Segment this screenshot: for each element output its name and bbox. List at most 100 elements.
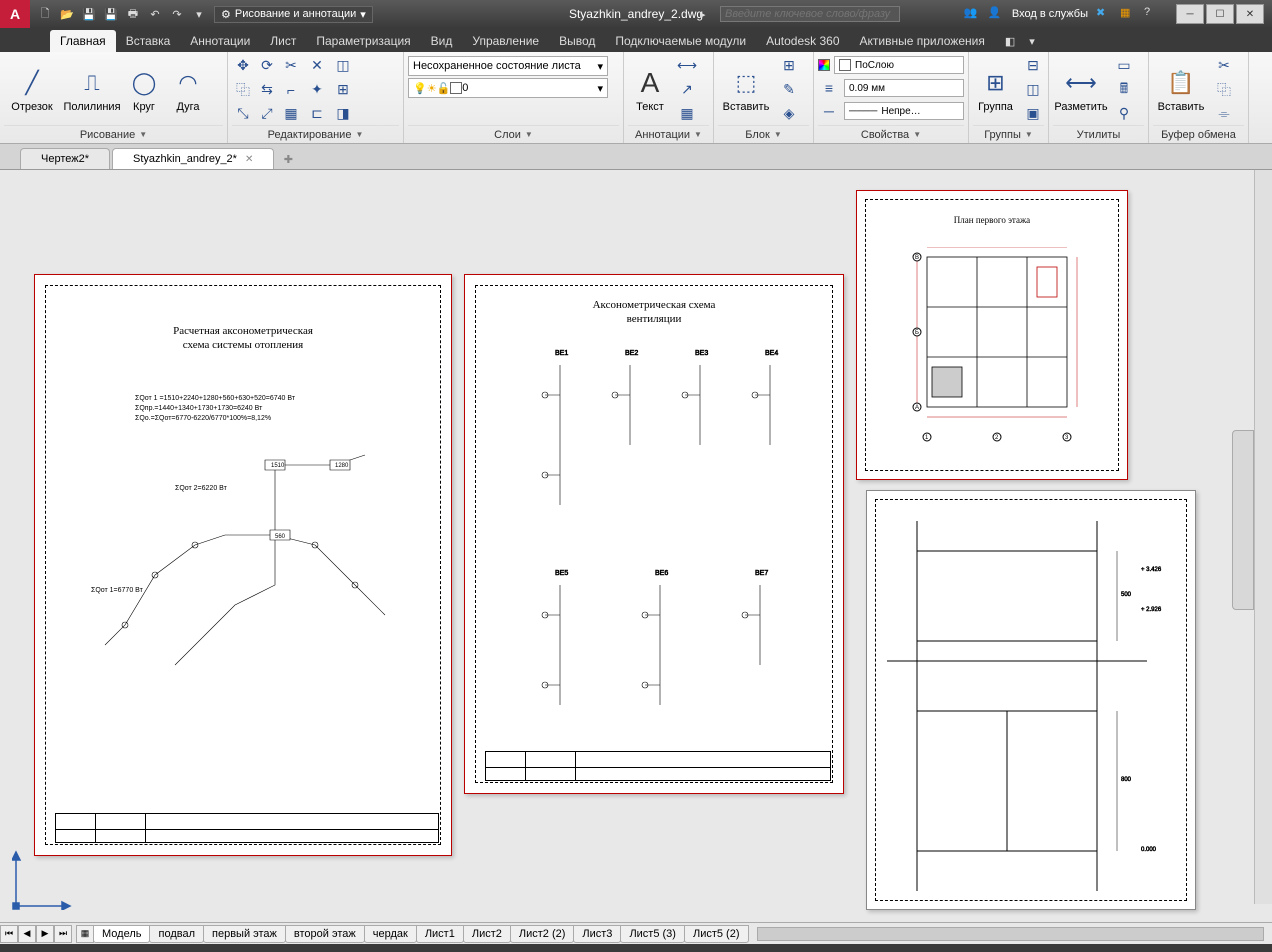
layout-last-button[interactable]: ⏭ [54, 925, 72, 943]
open-icon[interactable]: 📂 [58, 5, 76, 23]
match-icon[interactable]: ⌯ [1213, 103, 1235, 125]
linetype-dropdown[interactable]: ────Непре… [844, 102, 964, 120]
ribbon-tab-annotate[interactable]: Аннотации [180, 30, 260, 52]
layout-quick-view-button[interactable]: ▦ [76, 925, 94, 943]
layout-tab[interactable]: Лист5 (2) [684, 925, 749, 943]
explode-icon[interactable]: ✦ [306, 79, 328, 101]
layout-tab[interactable]: Лист1 [416, 925, 464, 943]
rotate-icon[interactable]: ⟳ [256, 55, 278, 77]
layer-current-dropdown[interactable]: 💡 ☀ 🔓 0 ▾ [408, 78, 608, 98]
layout-tab[interactable]: чердак [364, 925, 417, 943]
measure-button[interactable]: ⟷Разметить [1053, 58, 1109, 122]
redo-icon[interactable]: ↷ [168, 5, 186, 23]
quickselect-icon[interactable]: ⚲ [1113, 103, 1135, 125]
layout-tab-model[interactable]: Модель [93, 925, 150, 943]
calc-icon[interactable]: 🖩 [1113, 79, 1135, 101]
select-icon[interactable]: ▭ [1113, 55, 1135, 77]
ribbon-tab-a360[interactable]: Autodesk 360 [756, 30, 849, 52]
mirror-icon[interactable]: ⇆ [256, 79, 278, 101]
panel-groups-footer[interactable]: Группы▼ [973, 125, 1044, 143]
color-dropdown[interactable]: ПоСлою [834, 56, 964, 74]
undo-icon[interactable]: ↶ [146, 5, 164, 23]
panel-block-footer[interactable]: Блок▼ [718, 125, 809, 143]
horizontal-scrollbar[interactable] [757, 927, 1265, 941]
ribbon-tab-parametric[interactable]: Параметризация [306, 30, 420, 52]
arc-button[interactable]: ◠Дуга [168, 58, 208, 122]
ribbon-minimize-icon[interactable]: ▾ [1025, 31, 1039, 52]
layout-tab[interactable]: подвал [149, 925, 204, 943]
ribbon-tab-output[interactable]: Вывод [549, 30, 605, 52]
block-attr-icon[interactable]: ◈ [778, 103, 800, 125]
ribbon-tab-insert[interactable]: Вставка [116, 30, 181, 52]
help-icon[interactable]: ? [1144, 6, 1160, 22]
scale-icon[interactable]: ⤢ [256, 103, 278, 125]
panel-draw-footer[interactable]: Рисование▼ [4, 125, 223, 143]
insert-block-button[interactable]: ⬚Вставить [718, 58, 774, 122]
login-label[interactable]: Вход в службы [1012, 8, 1088, 20]
linetype-icon[interactable]: ─ [818, 100, 840, 122]
plot-icon[interactable]: 🖶 [124, 5, 142, 23]
circle-button[interactable]: ◯Круг [124, 58, 164, 122]
panel-layers-footer[interactable]: Слои▼ [408, 125, 619, 143]
polyline-button[interactable]: ⎍Полилиния [64, 58, 120, 122]
panel-edit-footer[interactable]: Редактирование▼ [232, 125, 399, 143]
new-file-tab-button[interactable]: ✚ [276, 149, 300, 169]
dimension-icon[interactable]: ⟷ [676, 55, 698, 77]
edit-extra3-icon[interactable]: ◨ [332, 103, 354, 125]
layout-next-button[interactable]: ▶ [36, 925, 54, 943]
panel-utils-footer[interactable]: Утилиты [1053, 125, 1144, 143]
leader-icon[interactable]: ↗ [676, 79, 698, 101]
panel-annot-footer[interactable]: Аннотации▼ [628, 125, 709, 143]
copy-icon[interactable]: ⿻ [232, 79, 254, 101]
ribbon-extra-icon[interactable]: ◧ [1001, 31, 1019, 52]
array-icon[interactable]: ▦ [280, 103, 302, 125]
side-panel-strip[interactable] [1232, 430, 1254, 610]
group-edit-icon[interactable]: ◫ [1022, 79, 1044, 101]
workspace-dropdown[interactable]: ⚙ Рисование и аннотации ▾ [214, 6, 373, 23]
color-wheel-icon[interactable] [818, 59, 830, 71]
group-button[interactable]: ⊞Группа [973, 58, 1018, 122]
line-button[interactable]: ╱Отрезок [4, 58, 60, 122]
edit-extra1-icon[interactable]: ◫ [332, 55, 354, 77]
search-input[interactable] [720, 6, 900, 22]
qat-dropdown-icon[interactable]: ▾ [190, 5, 208, 23]
paste-button[interactable]: 📋Вставить [1153, 58, 1209, 122]
table-icon[interactable]: ▦ [676, 103, 698, 125]
offset-icon[interactable]: ⊏ [306, 103, 328, 125]
layout-prev-button[interactable]: ◀ [18, 925, 36, 943]
layout-first-button[interactable]: ⏮ [0, 925, 18, 943]
ribbon-tab-manage[interactable]: Управление [462, 30, 549, 52]
layout-tab[interactable]: Лист5 (3) [620, 925, 685, 943]
layout-tab[interactable]: второй этаж [285, 925, 365, 943]
layer-state-dropdown[interactable]: Несохраненное состояние листа▾ [408, 56, 608, 76]
panel-clip-footer[interactable]: Буфер обмена [1153, 125, 1244, 143]
move-icon[interactable]: ✥ [232, 55, 254, 77]
app-menu-button[interactable]: A [0, 0, 30, 28]
edit-block-icon[interactable]: ✎ [778, 79, 800, 101]
stretch-icon[interactable]: ⤡ [232, 103, 254, 125]
vertical-scrollbar[interactable] [1254, 170, 1272, 904]
close-tab-icon[interactable]: ✕ [245, 154, 253, 165]
layout-tab[interactable]: первый этаж [203, 925, 286, 943]
new-icon[interactable]: 🗋 [36, 5, 54, 23]
text-button[interactable]: AТекст [628, 58, 672, 122]
minimize-button[interactable]: ─ [1176, 4, 1204, 24]
layout-tab[interactable]: Лист2 [463, 925, 511, 943]
ribbon-tab-express[interactable]: Активные приложения [850, 30, 995, 52]
file-tab[interactable]: Styazhkin_andrey_2*✕ [112, 148, 274, 169]
ribbon-tab-view[interactable]: Вид [421, 30, 463, 52]
apps-icon[interactable]: ▦ [1120, 6, 1136, 22]
saveas-icon[interactable]: 💾 [102, 5, 120, 23]
lineweight-dropdown[interactable]: 0.09 мм [844, 79, 964, 97]
model-space[interactable]: Расчетная аксонометрическая схема систем… [4, 174, 1268, 918]
panel-props-footer[interactable]: Свойства▼ [818, 125, 964, 143]
copy-clip-icon[interactable]: ⿻ [1213, 79, 1235, 101]
drawing-area[interactable]: ─ ❐ ✕ Расчетная аксонометрическая схема … [0, 170, 1272, 922]
close-button[interactable]: ✕ [1236, 4, 1264, 24]
title-play-icon[interactable]: ▸ [700, 8, 706, 21]
save-icon[interactable]: 💾 [80, 5, 98, 23]
fillet-icon[interactable]: ⌐ [280, 79, 302, 101]
ribbon-tab-home[interactable]: Главная [50, 30, 116, 52]
ungroup-icon[interactable]: ⊟ [1022, 55, 1044, 77]
cut-icon[interactable]: ✂ [1213, 55, 1235, 77]
